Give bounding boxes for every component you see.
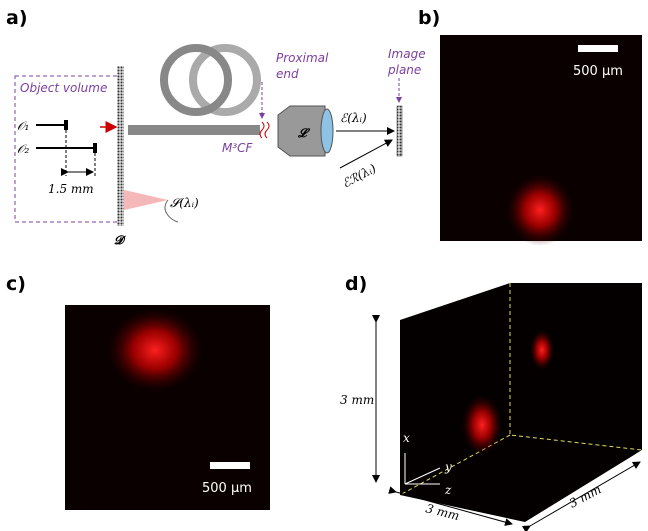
object [64,120,68,130]
distance-label: 1.5 mm [48,182,94,196]
image-b: 500 μm [440,35,642,246]
scale-label: 500 μm [202,481,252,496]
schematic: Object volume 𝒪₁ 𝒪₂ 1.5 mm 𝓓 𝓢(λᵢ) M³CF … [15,47,426,247]
source-label: 𝓢(λᵢ) [170,196,199,210]
speckle-blob [506,174,574,246]
proximal-label: Proximal [276,51,329,65]
panel-label: b) [418,7,440,29]
diffuser [117,66,124,226]
image-plane-label: plane [387,63,421,77]
figure: a) b) c) d) Object volume 𝒪₁ 𝒪₂ 1.5 mm 𝓓… [0,0,648,531]
axis-label: x [403,431,410,445]
axis-label: z [444,483,452,497]
object-blob [530,330,554,370]
scale-bar [210,462,250,469]
scale-label: 500 μm [573,64,623,79]
panel-label: d) [345,273,367,295]
reference-label: ℰℛ(λᵢ) [340,161,379,191]
volume [400,283,642,522]
lens-glass [321,109,333,153]
fiber-label: M³CF [222,141,254,155]
field-label: ℰ(λᵢ) [340,111,367,125]
reconstructed-blob [107,308,203,392]
image-plane-label: Image [388,47,426,61]
dimension-label: 3 mm [340,393,374,407]
scale-bar [578,45,618,52]
axis-label: y [444,460,452,474]
object-blob [462,395,502,455]
panel-label: c) [6,273,26,295]
object-label: 𝒪₂ [17,142,30,156]
panel-label: a) [6,7,28,29]
object-volume-label: Object volume [20,81,107,95]
image-c: 500 μm [65,305,270,510]
volume-render: 3 mm 3 mm 3 mm x y z [340,283,642,526]
output-light [260,122,269,138]
object-label: 𝒪₁ [17,119,29,133]
fiber [128,125,260,135]
image-plane [397,106,402,156]
illumination-cone [124,190,168,210]
proximal-label: end [276,67,299,81]
diffuser-label: 𝓓 [114,233,126,247]
object [93,143,97,153]
